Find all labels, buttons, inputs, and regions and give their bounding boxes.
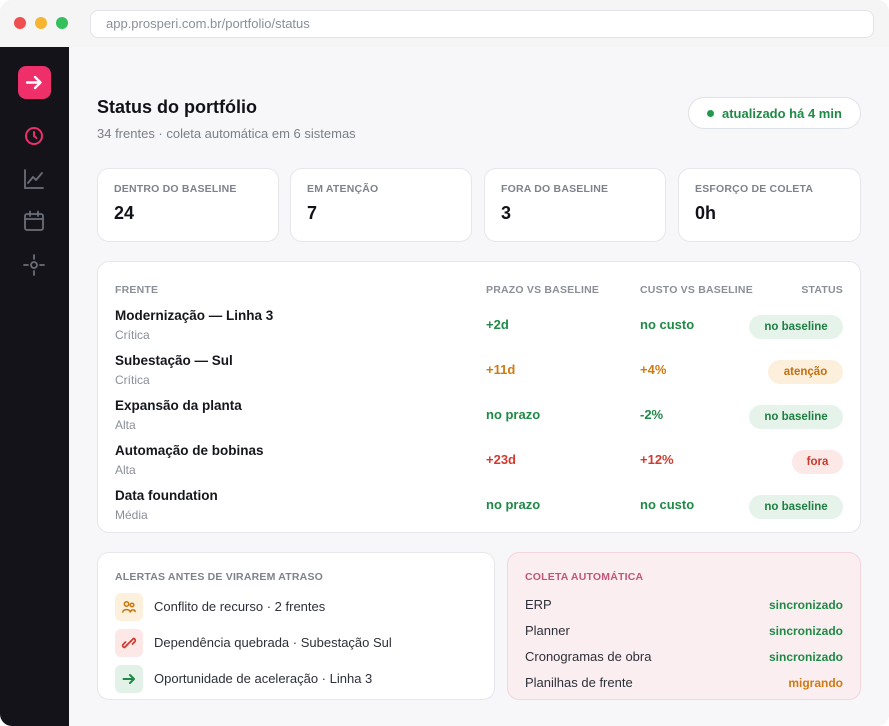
metric-label: EM ATENÇÃO — [307, 183, 379, 195]
coleta-title: COLETA AUTOMÁTICA — [525, 571, 644, 583]
frente-priority: Média — [115, 508, 148, 522]
custo-value: -2% — [640, 407, 664, 422]
arrow-logo-icon — [25, 75, 42, 90]
arrow-right-icon — [115, 665, 143, 693]
coleta-item-erp: ERP sincronizado — [525, 597, 843, 615]
prazo-value: +23d — [486, 452, 516, 467]
sync-status: sincronizado — [768, 624, 843, 638]
minimize-window-button[interactable] — [35, 17, 47, 29]
calendar-icon — [24, 210, 44, 231]
alert-text: Conflito de recurso · 2 frentes — [154, 599, 326, 614]
table-row[interactable]: Modernização — Linha 3 Crítica +2d no cu… — [98, 308, 861, 353]
status-badge: fora — [792, 450, 843, 474]
source-name: Cronogramas de obra — [525, 649, 652, 664]
frente-name: Automação de bobinas — [115, 443, 264, 458]
app-logo[interactable] — [18, 66, 51, 99]
table-row[interactable]: Expansão da planta Alta no prazo -2% no … — [98, 398, 861, 443]
source-name: ERP — [525, 597, 552, 612]
alert-item-dependencia[interactable]: Dependência quebrada · Subestação Sul — [115, 629, 475, 657]
sync-status: sincronizado — [768, 598, 843, 612]
frente-priority: Alta — [115, 418, 136, 432]
alert-item-aceleracao[interactable]: Oportunidade de aceleração · Linha 3 — [115, 665, 475, 693]
page-subtitle: 34 frentes · coleta automática em 6 sist… — [97, 126, 356, 141]
frente-name: Subestação — Sul — [115, 353, 233, 368]
metric-value: 3 — [501, 203, 512, 223]
prazo-value: +11d — [486, 362, 516, 377]
table-row[interactable]: Automação de bobinas Alta +23d +12% fora — [98, 443, 861, 488]
alerts-panel: ALERTAS ANTES DE VIRAREM ATRASO Conflito… — [97, 552, 495, 700]
metric-value: 7 — [307, 203, 318, 223]
close-window-button[interactable] — [14, 17, 26, 29]
prazo-value: no prazo — [486, 497, 541, 512]
status-badge: no baseline — [749, 315, 843, 339]
sync-status: migrando — [788, 676, 843, 690]
alerts-title: ALERTAS ANTES DE VIRAREM ATRASO — [115, 571, 324, 583]
table-row[interactable]: Subestação — Sul Crítica +11d +4% atençã… — [98, 353, 861, 398]
address-bar[interactable]: app.prosperi.com.br/portfolio/status — [90, 10, 874, 38]
frente-priority: Alta — [115, 463, 136, 477]
line-chart-icon — [24, 169, 44, 189]
portfolio-table: FRENTE PRAZO VS BASELINE CUSTO VS BASELI… — [97, 261, 861, 533]
status-badge: no baseline — [749, 405, 843, 429]
crosshair-icon — [23, 254, 45, 276]
sync-status: sincronizado — [768, 650, 843, 664]
custo-value: +12% — [640, 452, 674, 467]
source-name: Planilhas de frente — [525, 675, 633, 690]
page-title: Status do portfólio — [97, 97, 257, 117]
coleta-item-cronogramas: Cronogramas de obra sincronizado — [525, 649, 843, 667]
column-header-status[interactable]: STATUS — [801, 284, 843, 296]
sidebar — [0, 47, 69, 726]
sidebar-item-calendar[interactable] — [22, 209, 46, 233]
status-badge: no baseline — [749, 495, 843, 519]
frente-priority: Crítica — [115, 373, 150, 387]
metric-label: ESFORÇO DE COLETA — [695, 183, 814, 195]
coleta-item-planilhas: Planilhas de frente migrando — [525, 675, 843, 693]
column-header-frente[interactable]: FRENTE — [115, 284, 159, 296]
metric-card-fora: FORA DO BASELINE 3 — [484, 168, 666, 242]
metric-card-atencao: EM ATENÇÃO 7 — [290, 168, 472, 242]
custo-value: no custo — [640, 317, 695, 332]
custo-value: +4% — [640, 362, 667, 377]
frente-name: Modernização — Linha 3 — [115, 308, 274, 323]
broken-link-icon — [115, 629, 143, 657]
metric-card-dentro: DENTRO DO BASELINE 24 — [97, 168, 279, 242]
clock-icon — [25, 127, 43, 145]
live-status-dot-icon — [707, 110, 714, 117]
sidebar-item-targets[interactable] — [22, 253, 46, 277]
update-status-badge: atualizado há 4 min — [688, 97, 861, 129]
status-badge: atenção — [768, 360, 843, 384]
users-icon — [115, 593, 143, 621]
column-header-custo[interactable]: CUSTO VS BASELINE — [640, 284, 753, 296]
update-status-text: atualizado há 4 min — [722, 106, 842, 121]
column-header-prazo[interactable]: PRAZO VS BASELINE — [486, 284, 600, 296]
main-content: Status do portfólio 34 frentes · coleta … — [69, 47, 889, 726]
custo-value: no custo — [640, 497, 695, 512]
prazo-value: no prazo — [486, 407, 541, 422]
browser-titlebar: app.prosperi.com.br/portfolio/status — [0, 0, 889, 47]
maximize-window-button[interactable] — [56, 17, 68, 29]
metric-value: 0h — [695, 203, 717, 223]
frente-name: Data foundation — [115, 488, 218, 503]
metric-value: 24 — [114, 203, 135, 223]
coleta-item-planner: Planner sincronizado — [525, 623, 843, 641]
alert-text: Oportunidade de aceleração · Linha 3 — [154, 671, 373, 686]
sidebar-item-status[interactable] — [22, 124, 46, 148]
source-name: Planner — [525, 623, 570, 638]
metric-card-esforco: ESFORÇO DE COLETA 0h — [678, 168, 861, 242]
table-row[interactable]: Data foundation Média no prazo no custo … — [98, 488, 861, 533]
frente-name: Expansão da planta — [115, 398, 242, 413]
alert-item-recurso[interactable]: Conflito de recurso · 2 frentes — [115, 593, 475, 621]
sidebar-item-analytics[interactable] — [22, 167, 46, 191]
metric-label: DENTRO DO BASELINE — [114, 183, 237, 195]
coleta-panel: COLETA AUTOMÁTICA ERP sincronizado Plann… — [507, 552, 861, 700]
alert-text: Dependência quebrada · Subestação Sul — [154, 635, 392, 650]
prazo-value: +2d — [486, 317, 509, 332]
metric-label: FORA DO BASELINE — [501, 183, 609, 195]
frente-priority: Crítica — [115, 328, 150, 342]
